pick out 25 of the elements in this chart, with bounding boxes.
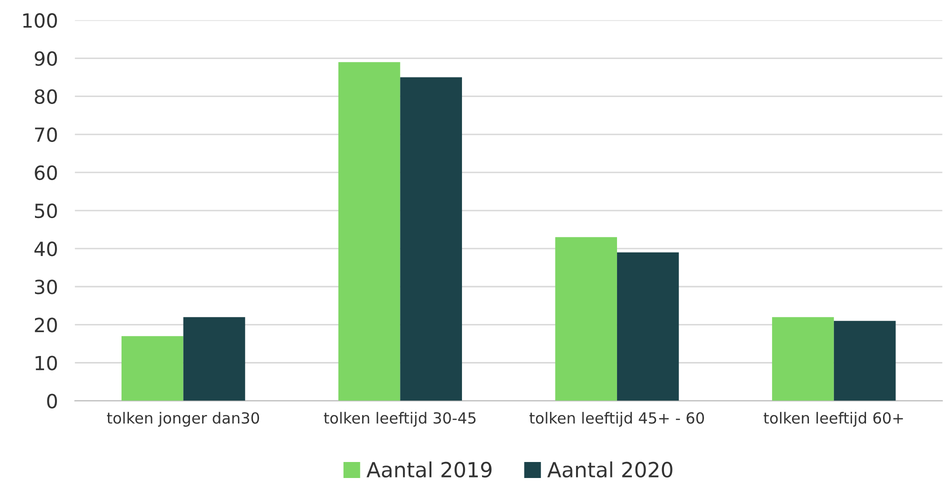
bar <box>834 320 896 401</box>
bar <box>617 252 679 401</box>
y-tick-label: 80 <box>34 89 57 104</box>
legend-label: Aantal 2019 <box>366 461 492 478</box>
y-tick-label: 10 <box>36 356 57 370</box>
bar <box>183 317 246 401</box>
x-tick-label: tolken leeftijd 60+ <box>764 412 903 427</box>
y-tick-label: 40 <box>34 242 57 256</box>
bar <box>122 336 184 401</box>
x-tick-label: tolken jonger dan30 <box>106 412 260 427</box>
bar <box>338 62 400 401</box>
bar <box>400 77 462 401</box>
y-tick-label: 60 <box>34 165 57 180</box>
x-tick-label: tolken leeftijd 30-45 <box>324 412 476 427</box>
x-tick-label: tolken leeftijd 45+ - 60 <box>529 412 704 427</box>
legend-label: Aantal 2020 <box>547 461 672 478</box>
y-tick-label: 70 <box>35 127 57 142</box>
bar <box>555 237 618 401</box>
y-tick-label: 0 <box>47 394 57 408</box>
y-tick-label: 30 <box>34 280 57 294</box>
y-tick-label: 90 <box>34 51 57 66</box>
bar <box>772 317 834 401</box>
y-tick-label: 20 <box>34 318 57 332</box>
y-tick-label: 100 <box>23 13 57 28</box>
y-tick-label: 50 <box>34 203 57 218</box>
